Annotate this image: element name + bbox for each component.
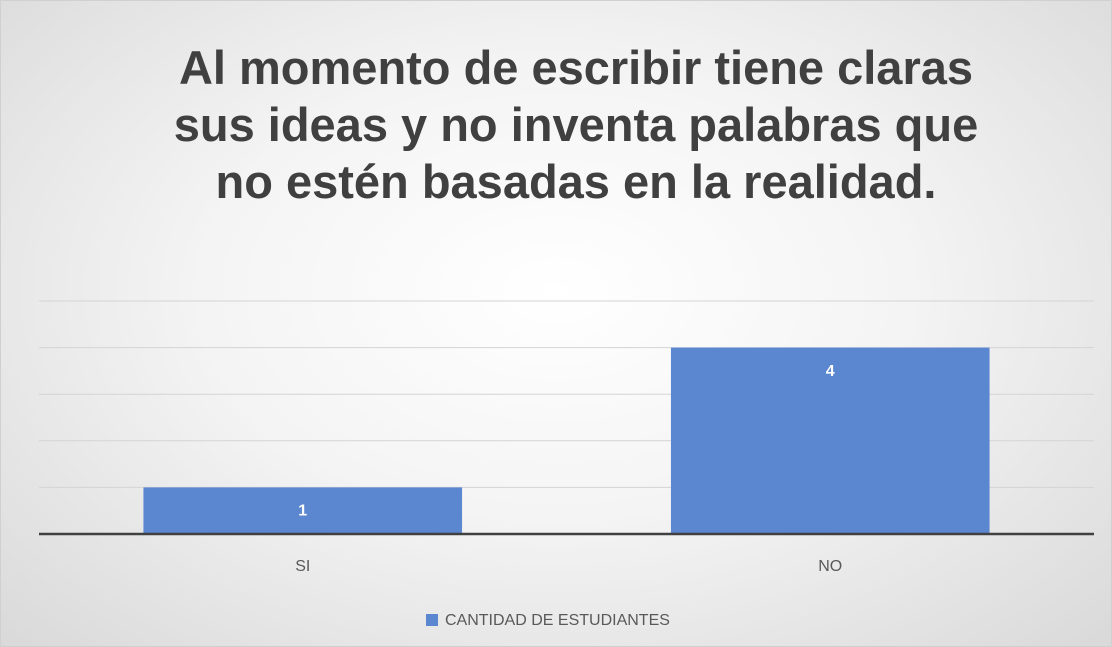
legend-swatch [426, 614, 438, 626]
data-label: 1 [298, 503, 307, 520]
chart-title: Al momento de escribir tiene claras sus … [173, 41, 979, 208]
x-tick-label: NO [818, 558, 842, 575]
data-label: 4 [826, 363, 835, 380]
legend-label: CANTIDAD DE ESTUDIANTES [445, 612, 670, 629]
x-tick-label: SI [295, 558, 310, 575]
bar [670, 347, 990, 534]
bar [143, 487, 463, 534]
